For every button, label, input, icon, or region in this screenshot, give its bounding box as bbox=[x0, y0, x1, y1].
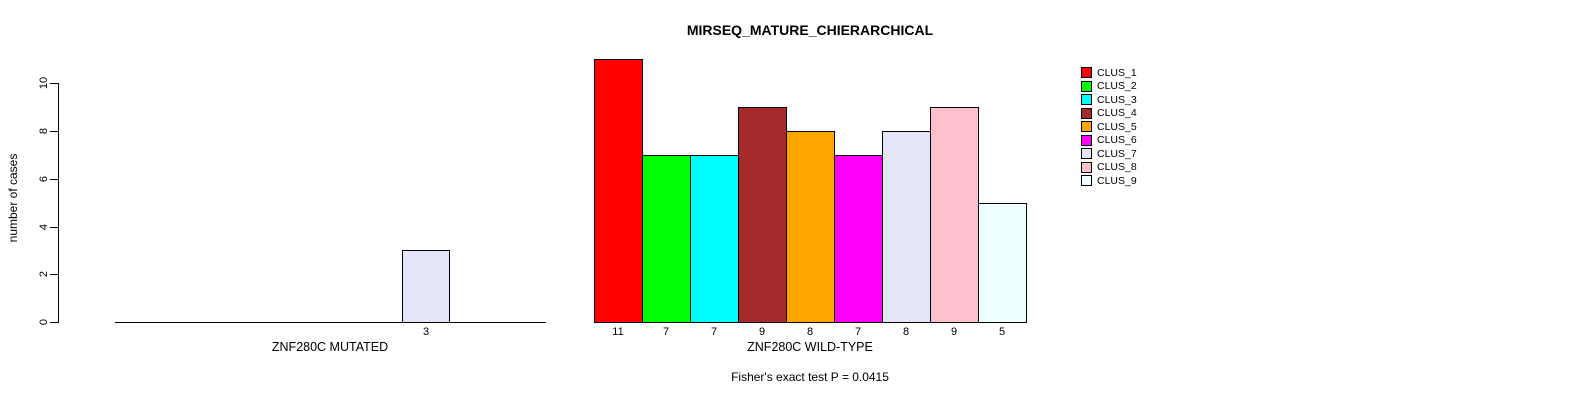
legend-label: CLUS_4 bbox=[1097, 107, 1137, 119]
legend-label: CLUS_7 bbox=[1097, 147, 1137, 160]
bar-value-label: 8 bbox=[902, 326, 910, 338]
legend-color-swatch bbox=[1081, 134, 1092, 146]
bar-value-label: 7 bbox=[662, 326, 670, 338]
y-axis-tick-label: 6 bbox=[38, 175, 50, 183]
legend-color-swatch bbox=[1081, 107, 1092, 119]
y-axis-tick-label: 2 bbox=[38, 270, 50, 278]
bar-value-label: 9 bbox=[758, 326, 766, 338]
x-axis-label-mutated: ZNF280C MUTATED bbox=[271, 340, 389, 354]
legend-label: CLUS_3 bbox=[1097, 93, 1137, 106]
legend-color-swatch bbox=[1081, 67, 1092, 79]
legend: CLUS_1 CLUS_2 CLUS_3 CLUS_4 CLUS_5 CLUS_6 CLUS… bbox=[1081, 66, 1137, 188]
y-axis-tick bbox=[50, 274, 58, 275]
y-axis-tick-label: 4 bbox=[38, 223, 50, 231]
bar-value-label: 8 bbox=[806, 326, 814, 338]
fisher-test-annotation: Fisher's exact test P = 0.0415 bbox=[731, 370, 889, 384]
bar-CLUS_8 bbox=[930, 107, 979, 323]
y-axis-tick-label: 0 bbox=[38, 318, 50, 326]
y-axis-tick bbox=[50, 322, 58, 323]
legend-color-swatch bbox=[1081, 148, 1092, 160]
legend-item-CLUS_3: CLUS_3 bbox=[1081, 93, 1137, 107]
legend-label: CLUS_9 bbox=[1097, 174, 1137, 187]
bar-CLUS_6 bbox=[834, 155, 883, 323]
y-axis-tick bbox=[50, 227, 58, 228]
legend-label: CLUS_5 bbox=[1097, 120, 1137, 133]
chart-title: MIRSEQ_MATURE_CHIERARCHICAL bbox=[686, 22, 934, 38]
bar-CLUS_7 bbox=[882, 131, 931, 323]
legend-item-CLUS_7: CLUS_7 bbox=[1081, 147, 1137, 161]
legend-label: CLUS_1 bbox=[1097, 66, 1137, 79]
bar-value-label: 7 bbox=[854, 326, 862, 338]
legend-item-CLUS_5: CLUS_5 bbox=[1081, 120, 1137, 134]
baseline-mutated bbox=[115, 322, 546, 323]
y-axis-line bbox=[58, 83, 59, 323]
bar-CLUS_9 bbox=[978, 203, 1027, 323]
x-axis-label-wildtype: ZNF280C WILD-TYPE bbox=[747, 340, 873, 354]
legend-item-CLUS_4: CLUS_4 bbox=[1081, 107, 1137, 121]
bar-CLUS_5 bbox=[786, 131, 835, 323]
legend-color-swatch bbox=[1081, 80, 1092, 92]
bar-CLUS_1 bbox=[594, 59, 643, 323]
legend-item-CLUS_6: CLUS_6 bbox=[1081, 134, 1137, 148]
bar-CLUS_7 bbox=[402, 250, 450, 323]
bar-value-label: 7 bbox=[710, 326, 718, 338]
y-axis-tick bbox=[50, 83, 58, 84]
legend-color-swatch bbox=[1081, 175, 1092, 187]
bar-value-label: 5 bbox=[998, 326, 1006, 338]
legend-label: CLUS_2 bbox=[1097, 80, 1137, 92]
legend-color-swatch bbox=[1081, 161, 1092, 173]
legend-item-CLUS_8: CLUS_8 bbox=[1081, 161, 1137, 175]
legend-label: CLUS_6 bbox=[1097, 134, 1137, 146]
legend-item-CLUS_2: CLUS_2 bbox=[1081, 80, 1137, 94]
bar-CLUS_4 bbox=[738, 107, 787, 323]
bar-value-label: 9 bbox=[950, 326, 958, 338]
bar-value-label: 11 bbox=[612, 326, 624, 338]
bar-CLUS_2 bbox=[642, 155, 691, 323]
legend-color-swatch bbox=[1081, 121, 1092, 133]
legend-label: CLUS_8 bbox=[1097, 161, 1137, 173]
y-axis-tick-label: 8 bbox=[38, 127, 50, 135]
bar-value-label: 3 bbox=[422, 326, 430, 338]
legend-color-swatch bbox=[1081, 94, 1092, 106]
y-axis-tick-label: 10 bbox=[38, 76, 50, 90]
y-axis-tick bbox=[50, 131, 58, 132]
y-axis-tick bbox=[50, 179, 58, 180]
y-axis-label: number of cases bbox=[6, 153, 20, 243]
legend-item-CLUS_9: CLUS_9 bbox=[1081, 174, 1137, 188]
bar-CLUS_3 bbox=[690, 155, 739, 323]
legend-item-CLUS_1: CLUS_1 bbox=[1081, 66, 1137, 80]
